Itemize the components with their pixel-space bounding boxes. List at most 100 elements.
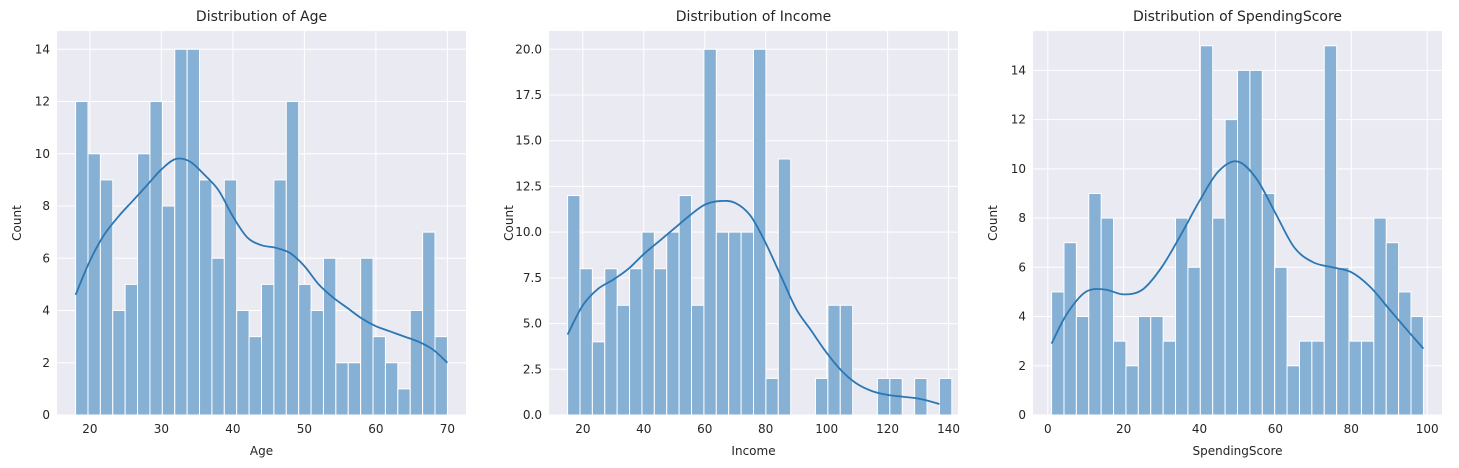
y-tick-label: 2 [1018,359,1026,373]
histogram-bar [591,341,606,416]
histogram-bar [1298,340,1313,416]
histogram-bar [1100,217,1115,416]
histogram-bar [360,257,374,416]
histogram-bar [1348,340,1362,416]
histogram-bar [691,304,705,416]
histogram-bar [422,231,436,416]
spendingscore-histogram-chart: 0 2 4 6 8 10 12 14 0 20 40 60 80 100 SpendingScore Coun… [986,9,1442,458]
histogram-bar [161,205,176,416]
y-tick-label: 10 [35,147,50,161]
y-tick-label: 17.5 [515,88,542,102]
histogram-bar [1311,340,1325,416]
histogram-bar [347,362,362,416]
kde-curve [566,199,940,405]
histogram-bar [1150,316,1164,416]
histogram-bar [397,388,411,416]
histogram-bar [1398,291,1412,416]
histogram-bar [322,257,337,416]
x-tick-label: 20 [82,422,97,436]
y-tick-label: 12.5 [515,179,542,193]
histogram-bar [567,195,581,416]
y-tick-label: 6 [1018,260,1026,274]
x-tick-label: 30 [154,422,169,436]
histogram-bar [765,377,779,416]
y-tick-label: 10 [1011,162,1026,176]
kde-curve [74,157,449,364]
histogram-bar [1162,340,1177,416]
x-tick-label: 40 [636,422,651,436]
kde-curve [1050,160,1425,350]
histogram-bar [199,179,213,416]
histogram-bar [1088,192,1102,416]
histogram-bar [1385,242,1400,416]
histogram-bar [914,377,928,416]
y-axis-label: Count [986,205,1000,241]
histogram-bar [1051,291,1065,416]
y-tick-label: 12 [35,95,50,109]
histogram-bar [1125,365,1139,416]
y-tick-label: 6 [42,251,50,265]
x-tick-label: 20 [575,422,590,436]
x-tick-label: 20 [1116,422,1131,436]
income-histogram-chart: 0.0 2.5 5.0 7.5 10.0 12.5 15.0 17.5 20.0 20 40 60 80… [502,9,960,458]
histogram-bar [641,231,655,416]
histogram-bar [678,195,693,416]
histogram-bar [211,257,225,416]
x-tick-label: 60 [368,422,383,436]
histogram-bar [1137,316,1152,416]
y-tick-label: 0 [1018,408,1026,422]
y-axis-label: Count [502,205,516,241]
histogram-bar [839,304,854,416]
x-tick-label: 120 [876,422,899,436]
histogram-bar [1336,266,1350,416]
histogram-bar [703,48,717,416]
histogram-bar [1261,192,1276,416]
histogram-bar [1199,45,1214,416]
y-tick-label: 0.0 [523,408,542,422]
histogram-bar [434,336,448,416]
y-tick-label: 14 [35,42,50,56]
y-tick-label: 4 [42,304,50,318]
histogram-bar [1323,45,1338,416]
chart-title: Distribution of Age [196,9,327,25]
chart-title: Distribution of Income [676,9,832,25]
histogram-bar [1410,316,1424,416]
y-tick-label: 10.0 [515,225,542,239]
histogram-bar [124,283,139,416]
y-tick-label: 8 [1018,211,1026,225]
histogram-bar [1373,217,1387,416]
histogram-bar [827,304,841,416]
histogram-bar [876,377,891,416]
histogram-bar [666,231,680,416]
y-tick-label: 5.0 [523,317,542,331]
histogram-bar [616,304,631,416]
x-tick-label: 0 [1044,422,1052,436]
chart-title: Distribution of SpendingScore [1133,9,1342,25]
x-axis-label: SpendingScore [1192,444,1282,458]
histogram-bar [1360,340,1375,416]
y-tick-label: 15.0 [515,134,542,148]
x-tick-label: 60 [697,422,712,436]
x-tick-label: 80 [758,422,773,436]
x-tick-label: 40 [1192,422,1207,436]
x-tick-label: 50 [297,422,312,436]
y-tick-label: 4 [1018,310,1026,324]
y-tick-label: 7.5 [523,271,542,285]
histogram-bar [372,336,386,416]
histogram-bar [310,310,324,416]
histogram-bar [1075,316,1090,416]
x-tick-label: 140 [937,422,960,436]
histogram-bar [728,231,742,416]
histogram-bar [579,268,593,416]
histogram-bar [260,283,275,416]
x-tick-label: 80 [1344,422,1359,436]
histogram-bar [1286,365,1300,416]
x-axis-label: Income [731,444,775,458]
y-tick-label: 2.5 [523,362,542,376]
histogram-bar [248,336,262,416]
histogram-bar [384,362,399,416]
spendingscore-histogram-panel: 0 2 4 6 8 10 12 14 0 20 40 60 80 100 SpendingScore Coun… [976,0,1459,468]
histogram-bar [1175,217,1189,416]
histogram-bar [186,48,201,416]
